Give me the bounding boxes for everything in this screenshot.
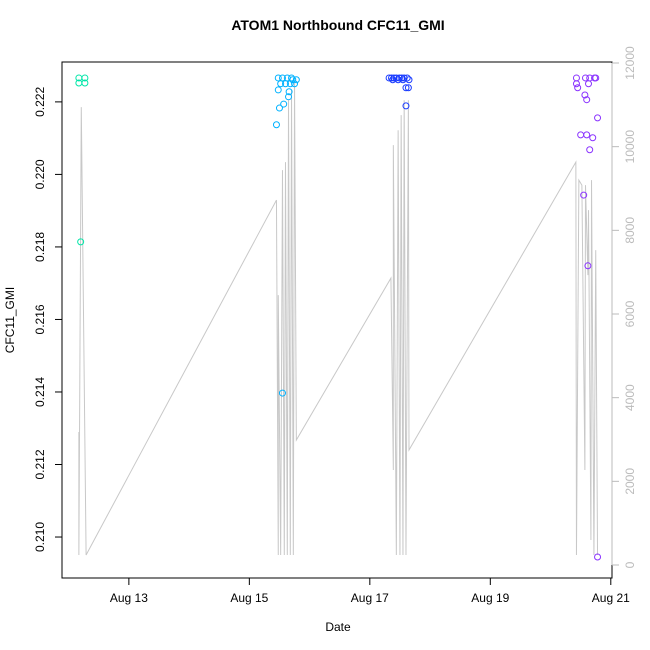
y-tick-label: 0.214 [33, 377, 47, 407]
x-tick-label: Aug 15 [230, 591, 268, 605]
point [292, 76, 300, 84]
y2-tick-label: 6000 [623, 300, 637, 327]
point [585, 80, 593, 88]
point [285, 93, 293, 101]
point [403, 74, 411, 82]
point [592, 74, 600, 82]
point [274, 74, 282, 82]
point [580, 191, 588, 199]
point [583, 131, 591, 139]
x-tick-label: Aug 19 [471, 591, 509, 605]
y-tick-label: 0.220 [33, 159, 47, 189]
point [583, 96, 591, 104]
y-tick-label: 0.212 [33, 449, 47, 479]
point [272, 121, 280, 129]
y-tick-label: 0.222 [33, 87, 47, 117]
point [581, 91, 589, 99]
point [390, 74, 398, 82]
point [77, 238, 85, 246]
point [404, 84, 412, 92]
altitude-line [78, 80, 599, 556]
point [281, 80, 289, 88]
x-axis-label: Date [325, 620, 351, 634]
x-tick-label: Aug 21 [592, 591, 630, 605]
plot-box [61, 61, 613, 579]
point [594, 553, 602, 561]
point [402, 102, 410, 110]
point [275, 104, 283, 112]
point [395, 74, 403, 82]
point [572, 74, 580, 82]
point [81, 74, 89, 82]
point [581, 74, 589, 82]
point [394, 76, 402, 84]
point [388, 74, 396, 82]
point [274, 86, 282, 94]
point [399, 76, 407, 84]
point [594, 114, 602, 122]
point [392, 74, 400, 82]
chart-title: ATOM1 Northbound CFC11_GMI [231, 17, 444, 33]
point [398, 74, 406, 82]
y2-tick-label: 10000 [623, 130, 637, 164]
point [574, 84, 582, 92]
point [278, 389, 286, 397]
point [572, 80, 580, 88]
y2-tick-label: 0 [623, 561, 637, 568]
point [584, 262, 592, 270]
y-tick-label: 0.218 [33, 232, 47, 262]
point [589, 134, 597, 142]
y-tick-label: 0.210 [33, 522, 47, 552]
point [577, 131, 585, 139]
point [280, 100, 288, 108]
y2-tick-label: 2000 [623, 468, 637, 495]
point [289, 76, 297, 84]
x-tick-label: Aug 17 [351, 591, 389, 605]
point [291, 80, 299, 88]
y2-tick-label: 8000 [623, 217, 637, 244]
point [81, 79, 89, 87]
y-axis-label: CFC11_GMI [3, 287, 17, 353]
point [277, 80, 285, 88]
point [285, 88, 293, 96]
point [402, 84, 410, 92]
point [400, 74, 408, 82]
y-tick-label: 0.216 [33, 304, 47, 334]
point [385, 74, 393, 82]
point [586, 146, 594, 154]
x-tick-label: Aug 13 [110, 591, 148, 605]
point [389, 76, 397, 84]
y2-tick-label: 4000 [623, 384, 637, 411]
y2-tick-label: 12000 [623, 46, 637, 80]
